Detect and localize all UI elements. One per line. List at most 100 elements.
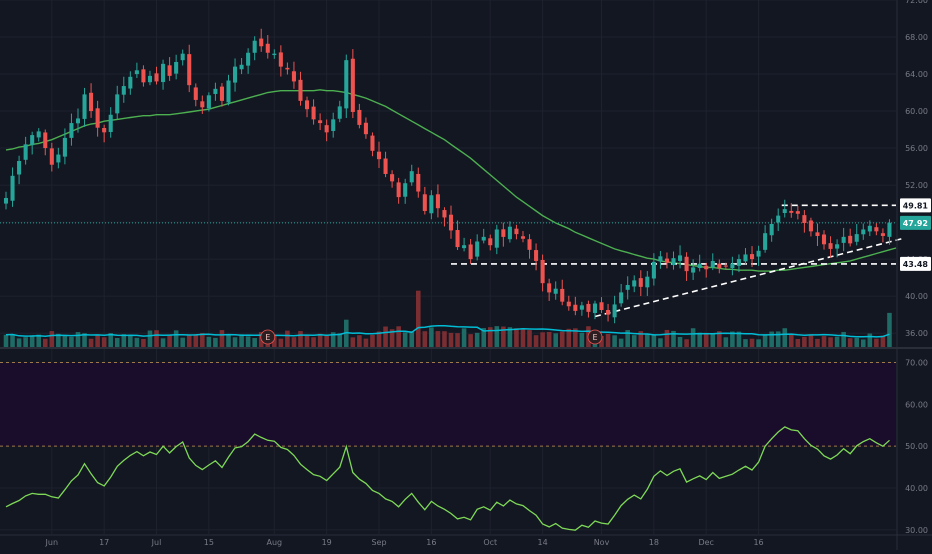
volume-bar [795,338,801,347]
volume-bar [245,336,251,347]
time-tick-label: 19 [322,538,332,547]
candle-body [252,40,257,53]
candle-body [141,69,146,83]
candle-body [815,232,820,236]
candle-body [180,53,185,61]
price-tick-label: 36.00 [905,329,928,338]
candle-body [730,263,735,269]
volume-bar [815,338,820,347]
rsi-tick-label: 30.00 [905,526,928,535]
candle-body [390,174,395,182]
candle-body [560,288,565,302]
volume-bar [802,336,807,347]
candle-body [455,230,460,248]
candle-body [422,194,427,211]
resistance-price-label: 49.81 [903,201,929,210]
candle-body [89,92,94,112]
volume-bar [311,337,316,347]
rsi-line [5,426,890,531]
candle-body [520,236,526,239]
earnings-marker-label: E [592,333,597,342]
volume-bar [415,290,421,347]
price-tick-label: 72.00 [905,0,928,5]
candle-body [409,171,414,183]
candle-body [462,245,467,249]
volume-bar [625,330,630,347]
resistance-price-label-bg [900,198,931,213]
price-labels: 49.81 47.92 43.48 [900,198,931,271]
volume-bar [579,332,585,347]
time-tick-label: 14 [538,538,548,547]
candle-body [226,80,231,103]
volume-bar [442,331,447,347]
candle-body [763,233,768,250]
candle-body [704,265,709,270]
volume-bar [252,338,257,347]
volume-ma [5,324,890,338]
volume-bar [730,331,735,347]
volume-bar [396,326,401,347]
candle-body [17,161,22,175]
volume-bar [330,332,336,347]
candle-body [534,250,539,261]
volume-bar [114,337,120,347]
candle-body [573,304,578,311]
volume-bar [769,331,774,347]
time-tick-label: Aug [266,538,282,547]
candle-body [867,225,872,232]
volume-bar [363,338,369,347]
support-price-label-bg [900,256,931,271]
candle-body [678,255,683,261]
candle-body [75,118,81,124]
price-tick-label: 52.00 [905,181,928,190]
volume-bar [461,328,467,347]
candle-body [56,154,61,163]
candle-body [782,209,787,214]
support-price-label: 43.48 [903,260,929,269]
volume-bar [95,334,100,347]
volume-bar [121,334,127,347]
rsi-tick-label: 60.00 [905,400,928,409]
candle-body [553,288,558,294]
volume-bar [219,330,225,347]
candle-body [599,302,604,310]
volume-bar [435,331,441,347]
candle-body [671,258,676,266]
candle-body [756,250,761,257]
volume-bar [540,332,545,347]
candle-body [213,88,218,94]
candle-body [102,128,107,133]
volume-bar [501,326,506,347]
volume-bar [75,332,81,347]
candle-body [795,211,800,214]
volume-bar [658,338,663,347]
candle-body [49,148,54,165]
candle-body [324,125,329,133]
candle-body [121,86,126,95]
volume-bar [304,334,310,347]
candle-body [30,135,35,146]
candle-body [802,215,807,224]
candle-body [514,228,519,235]
volume-bar [88,338,94,347]
time-tick-label: 18 [649,538,659,547]
candle-body [396,182,401,198]
volume-bar [487,327,493,347]
candle-body [154,73,159,82]
candle-body [298,79,303,101]
candle-body [638,278,643,287]
volume-bar [82,333,87,347]
volume-bar [422,331,428,347]
moving-average [5,89,897,272]
candle-body [874,227,879,232]
volume-bar [42,338,48,347]
candle-body [305,100,310,110]
last-price-label-bg [900,215,931,230]
volume-bar [717,331,722,347]
volume-bar [474,332,480,347]
candle-body [318,120,323,124]
time-tick-label: Sep [371,538,386,547]
candle-body [370,135,375,151]
candle-body [821,234,827,245]
